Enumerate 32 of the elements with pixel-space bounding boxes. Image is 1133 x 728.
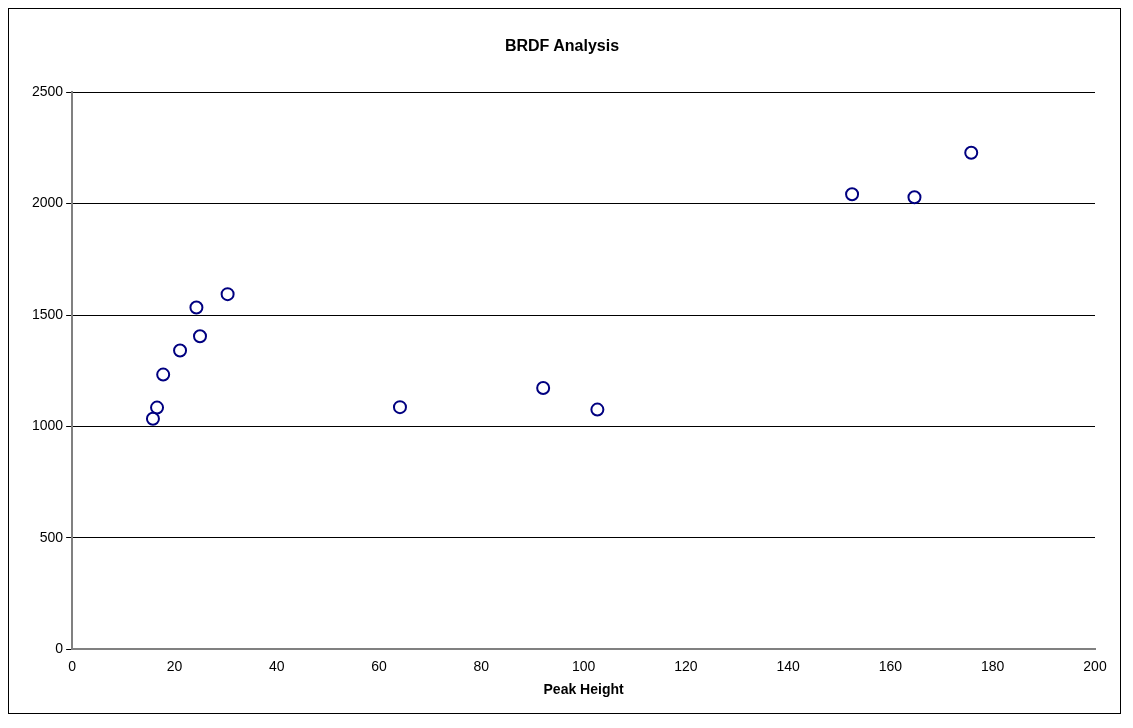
x-tick-label: 180: [981, 657, 1005, 674]
point: [536, 380, 551, 395]
x-tick-label: 80: [473, 657, 490, 674]
y-tick-label: 500: [39, 528, 64, 545]
x-tick-label: 120: [674, 657, 698, 674]
point: [193, 329, 207, 344]
x-tick-label: 0: [68, 657, 77, 674]
y-tick-label: 2000: [31, 194, 64, 211]
point: [907, 190, 922, 205]
point: [189, 300, 204, 315]
point: [150, 400, 165, 415]
y-tick-label: 2500: [31, 83, 64, 100]
y-tick-label: 0: [55, 640, 64, 657]
x-tick-label: 160: [878, 657, 903, 674]
point: [145, 411, 160, 426]
x-axis-title: Peak Height: [543, 681, 624, 698]
x-tick-label: 40: [268, 657, 285, 674]
x-tick-label: 20: [166, 657, 183, 674]
x-tick-label: 60: [371, 657, 387, 674]
point: [845, 187, 860, 202]
x-tick-label: 200: [1083, 657, 1107, 674]
point: [156, 367, 171, 382]
point: [590, 402, 605, 417]
y-tick-label: 1000: [31, 417, 64, 434]
point: [392, 400, 407, 415]
chart-title: BRDF Analysis: [504, 37, 620, 55]
point: [964, 145, 979, 160]
point: [220, 287, 235, 302]
x-tick-label: 140: [776, 657, 801, 674]
x-tick-label: 100: [571, 657, 596, 674]
y-tick-label: 1500: [31, 305, 64, 322]
point: [173, 343, 188, 358]
